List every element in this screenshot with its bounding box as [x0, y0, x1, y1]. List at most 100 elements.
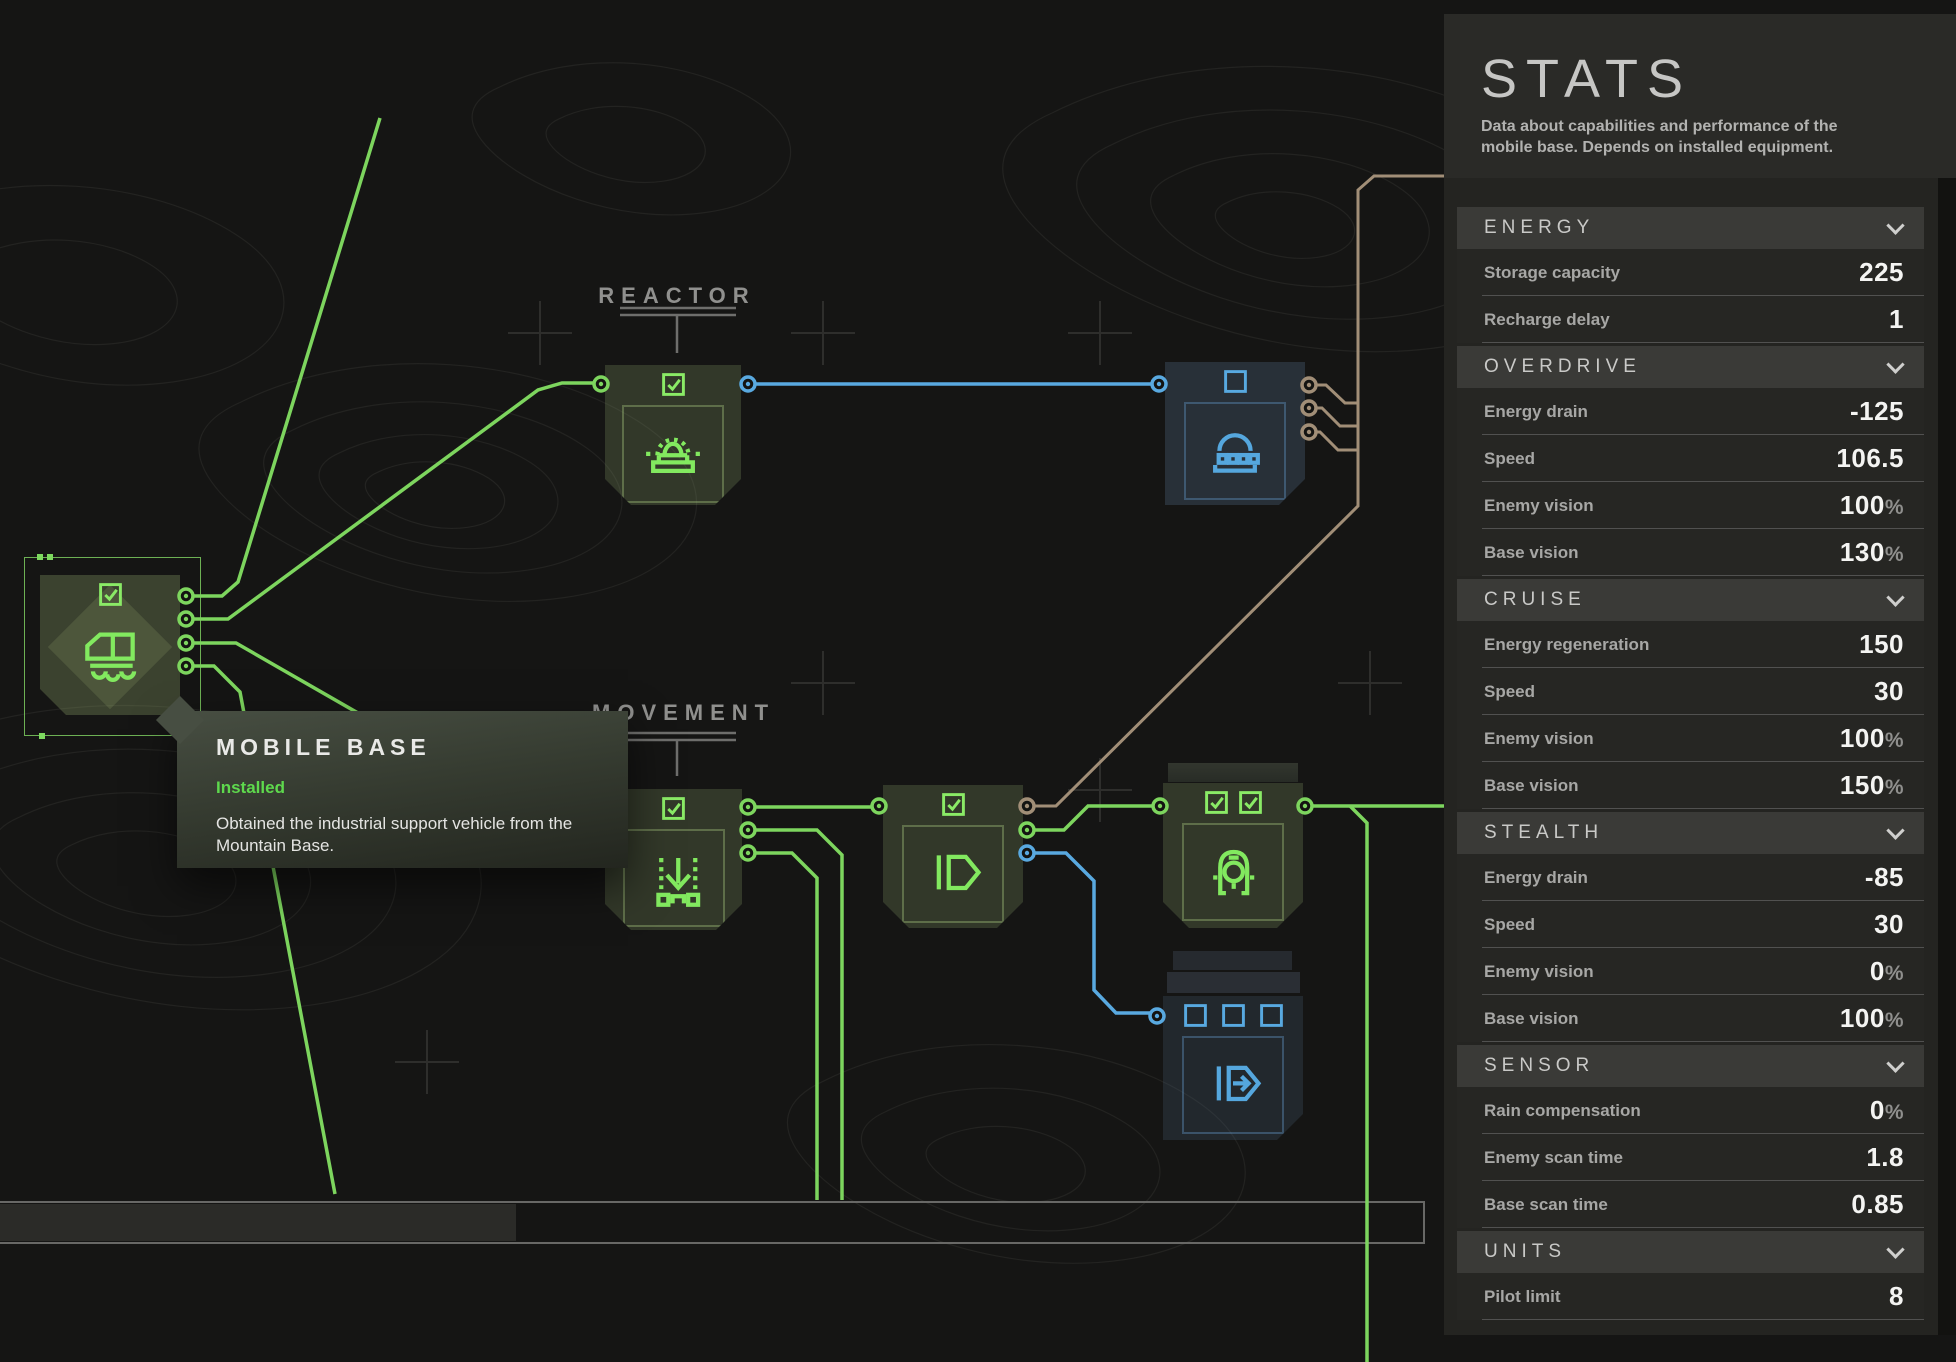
node-overdrive[interactable]	[1165, 362, 1305, 505]
installed-checkbox-icon	[1204, 790, 1229, 815]
tooltip-status-installed: Installed	[216, 778, 285, 797]
icon-frame	[623, 829, 725, 927]
stat-value: 0%	[1869, 1095, 1904, 1125]
reactor-icon	[639, 417, 707, 485]
stat-label: Pilot limit	[1484, 1286, 1561, 1306]
stat-row-base-scan-time: Base scan time 0.85	[1457, 1181, 1924, 1228]
empty-checkbox-icon	[1221, 1003, 1246, 1028]
stat-value: 150%	[1839, 770, 1904, 800]
stats-sections: ENERGY Storage capacity 225 Recharge delay 1…	[1444, 178, 1956, 1320]
stat-value: 8	[1889, 1281, 1904, 1311]
section-header-sensor[interactable]: SENSOR	[1457, 1045, 1924, 1087]
chevron-down-icon	[1886, 354, 1905, 374]
stat-value: 1.8	[1866, 1142, 1904, 1172]
stat-row-enemy-scan-time: Enemy scan time 1.8	[1457, 1134, 1924, 1181]
stat-row-recharge-delay: Recharge delay 1	[1457, 296, 1924, 343]
node-mobile-base[interactable]	[40, 575, 180, 715]
stat-value: 100%	[1839, 723, 1904, 753]
section-title: CRUISE	[1484, 589, 1586, 610]
stat-row-pilot-limit: Pilot limit 8	[1457, 1273, 1924, 1320]
stat-row-base-vision: Base vision 130%	[1457, 529, 1924, 576]
empty-checkbox-icon	[1259, 1003, 1284, 1028]
empty-checkbox-icon	[1223, 369, 1248, 394]
stat-value: 225	[1859, 257, 1904, 287]
section-header-overdrive[interactable]: OVERDRIVE	[1457, 346, 1924, 388]
selection-mark	[47, 554, 53, 560]
percent-sign: %	[1884, 776, 1904, 799]
stat-value: 150	[1859, 629, 1904, 659]
chevron-down-icon	[1886, 215, 1905, 235]
cargo-node-stack-bar-1	[1173, 951, 1292, 970]
section-title: ENERGY	[1484, 217, 1595, 238]
section-title: SENSOR	[1484, 1055, 1595, 1076]
section-header-stealth[interactable]: STEALTH	[1457, 812, 1924, 854]
checkbox-row	[40, 582, 180, 607]
stat-label: Rain compensation	[1484, 1100, 1641, 1120]
stat-value: -85	[1864, 862, 1904, 892]
stat-label: Enemy vision	[1484, 961, 1594, 981]
section-header-units[interactable]: UNITS	[1457, 1231, 1924, 1273]
stat-label: Energy drain	[1484, 401, 1588, 421]
stat-label: Base vision	[1484, 1008, 1579, 1028]
stat-value: 0.85	[1851, 1189, 1904, 1219]
percent-sign: %	[1884, 1009, 1904, 1032]
tooltip-title: MOBILE BASE	[216, 734, 431, 760]
stat-value: 30	[1874, 909, 1904, 939]
stat-row-speed: Speed 106.5	[1457, 435, 1924, 482]
stat-value: -125	[1849, 396, 1904, 426]
node-cargo-blue[interactable]	[1163, 996, 1303, 1140]
percent-sign: %	[1884, 729, 1904, 752]
cargo-node-stack-bar-2	[1167, 972, 1300, 993]
tooltip-mobile-base: MOBILE BASE Installed Obtained the indus…	[155, 695, 628, 868]
stat-value: 100%	[1839, 1003, 1904, 1033]
percent-sign: %	[1884, 1101, 1904, 1124]
stat-row-enemy-vision: Enemy vision 100%	[1457, 715, 1924, 762]
group-label-reactor: REACTOR	[598, 283, 756, 308]
stat-label: Speed	[1484, 914, 1536, 934]
mobile-base-vehicle-icon	[76, 619, 144, 687]
installed-checkbox-icon	[98, 582, 123, 607]
overdrive-engine-icon	[1201, 414, 1269, 482]
installed-checkbox-icon	[1238, 790, 1263, 815]
section-title: STEALTH	[1484, 822, 1604, 843]
section-header-energy[interactable]: ENERGY	[1457, 207, 1924, 249]
icon-frame	[902, 825, 1004, 923]
stat-row-enemy-vision: Enemy vision 0%	[1457, 948, 1924, 995]
stat-label: Enemy vision	[1484, 728, 1594, 748]
stat-value: 1	[1889, 304, 1904, 334]
stat-row-base-vision: Base vision 150%	[1457, 762, 1924, 809]
chevron-down-icon	[1886, 1053, 1905, 1073]
percent-sign: %	[1884, 543, 1904, 566]
stat-label: Energy drain	[1484, 867, 1588, 887]
node-reactor[interactable]	[605, 365, 741, 505]
stats-subtitle: Data about capabilities and performance …	[1481, 118, 1838, 156]
stat-row-speed: Speed 30	[1457, 901, 1924, 948]
installed-checkbox-icon	[661, 372, 686, 397]
stat-label: Base scan time	[1484, 1194, 1608, 1214]
node-sensor-vehicle[interactable]	[1163, 783, 1303, 928]
stat-label: Enemy scan time	[1484, 1147, 1623, 1167]
scrollbar-track[interactable]	[1938, 178, 1956, 1335]
stat-value: 0%	[1869, 956, 1904, 986]
stat-row-energy-drain: Energy drain -125	[1457, 388, 1924, 435]
stat-value: 130%	[1839, 537, 1904, 567]
node-engine[interactable]	[883, 785, 1023, 928]
stats-title: STATS	[1481, 49, 1693, 109]
selection-mark	[37, 554, 43, 560]
stat-row-rain-compensation: Rain compensation 0%	[1457, 1087, 1924, 1134]
stat-label: Speed	[1484, 448, 1536, 468]
stat-label: Storage capacity	[1484, 262, 1621, 282]
stat-value: 30	[1874, 676, 1904, 706]
sensor-node-stack-bar	[1168, 763, 1298, 782]
stat-value: 100%	[1839, 490, 1904, 520]
stats-header: STATS Data about capabilities and perfor…	[1444, 14, 1956, 178]
cargo-download-icon	[640, 841, 708, 909]
stat-row-storage-capacity: Storage capacity 225	[1457, 249, 1924, 296]
selection-mark	[39, 733, 45, 739]
percent-sign: %	[1884, 962, 1904, 985]
installed-checkbox-icon	[661, 796, 686, 821]
icon-frame	[1182, 1036, 1284, 1134]
engine-module-icon	[919, 837, 987, 905]
section-header-cruise[interactable]: CRUISE	[1457, 579, 1924, 621]
